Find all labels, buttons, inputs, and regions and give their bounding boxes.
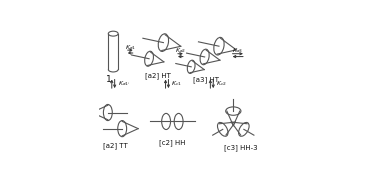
Text: [a2] HT: [a2] HT: [145, 72, 171, 79]
Text: K$_{c1}$: K$_{c1}$: [172, 79, 182, 88]
Text: [a3] HT: [a3] HT: [193, 76, 219, 83]
Text: K$_{c2}$: K$_{c2}$: [216, 79, 227, 88]
Text: [c3] HH-3: [c3] HH-3: [224, 144, 257, 151]
Text: K$_{a2}$: K$_{a2}$: [175, 46, 186, 55]
Text: [a2] TT: [a2] TT: [103, 142, 127, 149]
Text: 1: 1: [106, 75, 112, 84]
Text: K$_{a3}$: K$_{a3}$: [232, 46, 244, 55]
Text: K$_{a1}$: K$_{a1}$: [125, 43, 136, 52]
Text: K$_{a1'}$: K$_{a1'}$: [118, 79, 130, 88]
Text: [c2] HH: [c2] HH: [159, 140, 185, 146]
